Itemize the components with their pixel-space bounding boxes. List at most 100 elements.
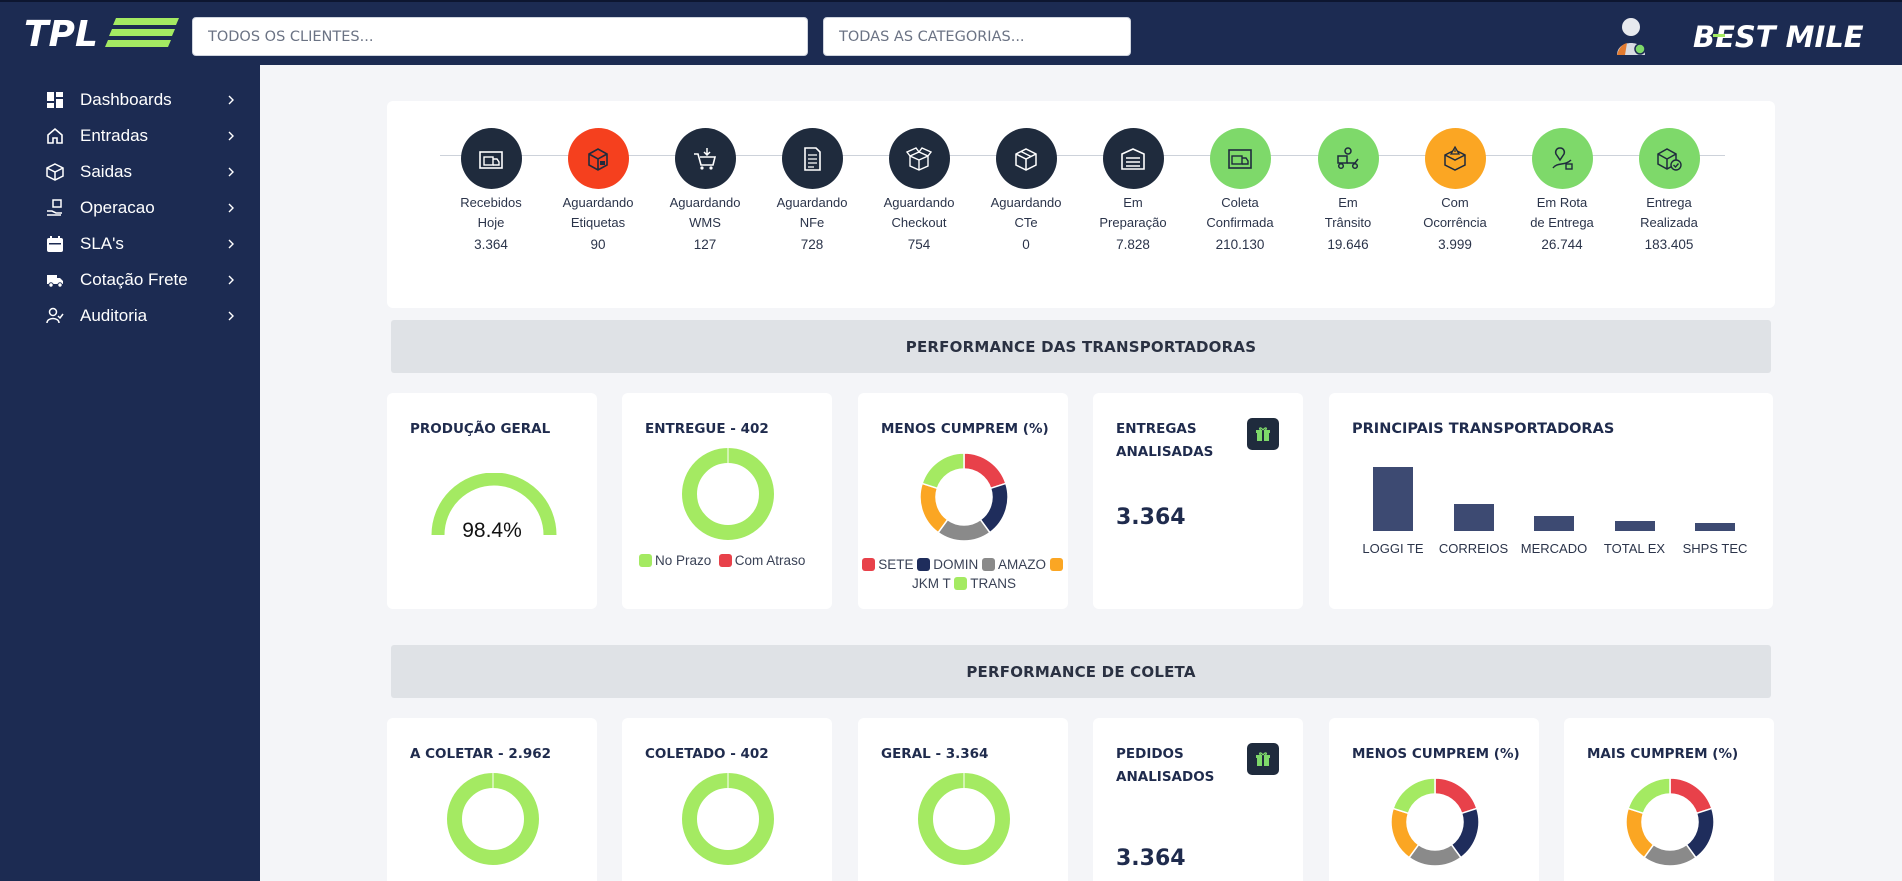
card-title-line: ENTREGAS bbox=[1116, 421, 1197, 437]
status-step-aguardando-nfe[interactable]: Aguardando NFe 728 bbox=[752, 128, 872, 252]
step-value: 210.130 bbox=[1215, 237, 1265, 252]
tpl-logo[interactable]: TPL bbox=[24, 14, 179, 54]
donut-legend: SETE DOMIN AMAZO JKM T TRANS bbox=[862, 555, 1066, 593]
status-step-coleta-confirmada[interactable]: Coleta Confirmada 210.130 bbox=[1180, 128, 1300, 252]
legend-label: DOMIN bbox=[933, 557, 979, 572]
card-entregas-analisadas: ENTREGAS ANALISADAS 3.364 bbox=[1093, 393, 1303, 609]
section-collection-header: PERFORMANCE DE COLETA bbox=[391, 645, 1771, 698]
gift-button[interactable] bbox=[1247, 743, 1279, 775]
donut-chart bbox=[1625, 777, 1715, 867]
open-box-icon bbox=[888, 128, 950, 189]
legend-label: JKM T bbox=[911, 576, 951, 591]
bar-1[interactable] bbox=[1373, 467, 1413, 531]
user-avatar-icon[interactable] bbox=[1613, 15, 1649, 57]
bar-label: MERCADO bbox=[1520, 541, 1588, 556]
donut-chart bbox=[919, 452, 1009, 542]
donut-chart bbox=[682, 773, 774, 865]
gift-icon bbox=[1256, 427, 1270, 441]
step-label: Confirmada bbox=[1206, 215, 1274, 230]
gift-button[interactable] bbox=[1247, 418, 1279, 450]
sidebar-item-slas[interactable]: SLA's bbox=[46, 230, 236, 258]
donut-slice-jkm-t[interactable] bbox=[1625, 807, 1655, 859]
sidebar-item-label: Saidas bbox=[80, 162, 132, 181]
sidebar-item-label: Cotação Frete bbox=[80, 270, 188, 289]
chevron-right-icon bbox=[228, 275, 234, 285]
status-step-entrega-realizada[interactable]: Entrega Realizada 183.405 bbox=[1609, 128, 1729, 252]
sidebar-item-dashboards[interactable]: Dashboards bbox=[46, 86, 236, 114]
status-step-com-ocorrencia[interactable]: Com Ocorrência 3.999 bbox=[1395, 128, 1515, 252]
analyzed-count: 3.364 bbox=[1116, 846, 1186, 871]
delivery-scooter-icon bbox=[1317, 128, 1379, 189]
step-label: Recebidos bbox=[460, 195, 522, 210]
step-label: Aguardando bbox=[990, 195, 1062, 210]
card-a-coletar: A COLETAR - 2.962 bbox=[387, 718, 597, 881]
status-step-aguardando-etiquetas[interactable]: Aguardando Etiquetas 90 bbox=[538, 128, 658, 252]
sidebar-item-operacao[interactable]: Operacao bbox=[46, 194, 236, 222]
chevron-right-icon bbox=[228, 95, 234, 105]
card-title: MENOS CUMPREM (%) bbox=[1352, 746, 1520, 762]
legend-swatch bbox=[718, 554, 732, 567]
best-mile-logo: BEST MILE bbox=[1693, 20, 1864, 54]
chevron-right-icon bbox=[228, 239, 234, 249]
status-step-aguardando-wms[interactable]: Aguardando WMS 127 bbox=[645, 128, 765, 252]
step-label: Aguardando bbox=[883, 195, 955, 210]
bar-5[interactable] bbox=[1695, 522, 1735, 531]
sidebar-item-entradas[interactable]: Entradas bbox=[46, 122, 236, 150]
card-pedidos-analisados: PEDIDOS ANALISADOS 3.364 bbox=[1093, 718, 1303, 881]
step-label: Ocorrência bbox=[1423, 215, 1487, 230]
status-step-em-preparacao[interactable]: Em Preparação 7.828 bbox=[1073, 128, 1193, 252]
step-label: Aguardando bbox=[562, 195, 634, 210]
donut-slice-sete[interactable] bbox=[1434, 777, 1478, 815]
calendar-icon bbox=[47, 236, 63, 252]
sidebar-item-saidas[interactable]: Saidas bbox=[46, 158, 236, 186]
step-label: Checkout bbox=[891, 215, 947, 230]
donut-chart bbox=[1390, 777, 1480, 867]
truck-icon bbox=[47, 275, 63, 288]
donut-slice-jkm-t[interactable] bbox=[1390, 807, 1420, 859]
bar-2[interactable] bbox=[1453, 504, 1494, 531]
gauge-chart bbox=[431, 473, 557, 536]
status-step-em-rota-de-entrega[interactable]: Em Rota de Entrega 26.744 bbox=[1502, 128, 1622, 252]
step-label: Realizada bbox=[1640, 215, 1698, 230]
bar-3[interactable] bbox=[1534, 516, 1574, 531]
chevron-right-icon bbox=[228, 203, 234, 213]
status-step-recebidos-hoje[interactable]: Recebidos Hoje 3.364 bbox=[431, 128, 551, 252]
donut-slice-sete[interactable] bbox=[963, 452, 1007, 490]
status-step-aguardando-cte[interactable]: Aguardando CTe 0 bbox=[966, 128, 1086, 252]
sidebar-item-cotacao-frete[interactable]: Cotação Frete bbox=[46, 266, 236, 294]
sidebar-item-auditoria[interactable]: Auditoria bbox=[46, 302, 236, 330]
step-label: Coleta bbox=[1221, 195, 1259, 210]
legend-swatch bbox=[982, 558, 995, 571]
user-check-icon bbox=[46, 307, 64, 324]
step-label: Em bbox=[1338, 195, 1358, 210]
card-title: COLETADO - 402 bbox=[645, 746, 769, 762]
status-step-aguardando-checkout[interactable]: Aguardando Checkout 754 bbox=[859, 128, 979, 252]
donut-slice-trans[interactable] bbox=[1627, 777, 1671, 815]
step-value: 90 bbox=[590, 237, 606, 252]
legend-label: SETE bbox=[878, 557, 914, 572]
step-label: Com bbox=[1441, 195, 1469, 210]
step-label: Em bbox=[1123, 195, 1143, 210]
legend-swatch bbox=[1049, 558, 1063, 571]
donut-chart bbox=[918, 773, 1010, 865]
donut-slice-sete[interactable] bbox=[1669, 777, 1713, 815]
donut-slice-jkm-t[interactable] bbox=[919, 482, 949, 534]
donut-slice-trans[interactable] bbox=[1392, 777, 1436, 815]
step-label: Etiquetas bbox=[570, 215, 626, 230]
category-search-input[interactable] bbox=[823, 17, 1131, 56]
legend-swatch bbox=[862, 558, 876, 571]
step-label: Aguardando bbox=[669, 195, 741, 210]
status-step-em-transito[interactable]: Em Trânsito 19.646 bbox=[1288, 128, 1408, 252]
donut-slices bbox=[1625, 777, 1715, 867]
client-search-input[interactable] bbox=[192, 17, 808, 56]
top-bar: TPL BEST MILE bbox=[0, 0, 1902, 65]
bar-label: CORREIOS bbox=[1438, 541, 1509, 556]
cart-download-icon bbox=[674, 128, 736, 189]
legend-label: No Prazo bbox=[655, 553, 712, 568]
svg-text:TPL: TPL bbox=[24, 14, 98, 54]
step-value: 728 bbox=[800, 237, 824, 252]
donut-slice-trans[interactable] bbox=[921, 452, 965, 490]
section-carriers-header: PERFORMANCE DAS TRANSPORTADORAS bbox=[391, 320, 1771, 373]
bar-4[interactable] bbox=[1614, 520, 1655, 531]
donut-chart bbox=[447, 773, 539, 865]
